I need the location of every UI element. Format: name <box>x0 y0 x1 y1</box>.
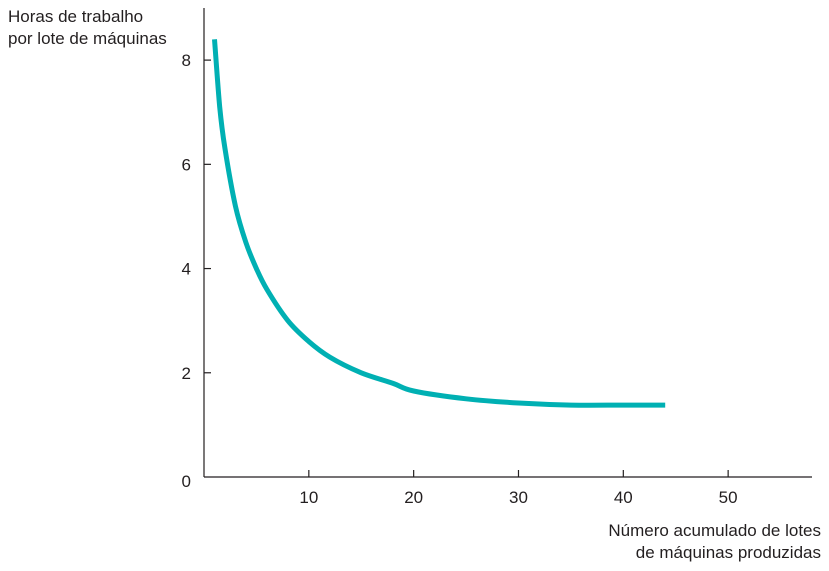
x-axis-label: Número acumulado de lotes de máquinas pr… <box>608 520 821 564</box>
x-tick-label: 10 <box>299 488 318 507</box>
y-tick-label: 4 <box>182 260 191 279</box>
series-group <box>212 39 666 408</box>
y-tick-label: 0 <box>182 472 191 491</box>
y-tick-label: 8 <box>182 51 191 70</box>
y-tick-label: 6 <box>182 155 191 174</box>
tick-labels: 0 2 4 6 8 10 20 30 40 50 <box>182 51 738 507</box>
x-tick-label: 50 <box>719 488 738 507</box>
y-axis-label-line-1: Horas de trabalho <box>8 7 144 26</box>
x-tick-label: 30 <box>509 488 528 507</box>
y-axis-label: Horas de trabalho por lote de máquinas <box>8 6 167 50</box>
y-axis-label-line-2: por lote de máquinas <box>8 29 167 48</box>
axes <box>203 8 812 478</box>
x-tick-label: 40 <box>614 488 633 507</box>
x-axis-label-line-2: de máquinas produzidas <box>635 543 821 562</box>
y-tick-label: 2 <box>182 364 191 383</box>
x-tick-label: 20 <box>404 488 423 507</box>
learning-curve-line <box>212 39 666 408</box>
x-axis-label-line-1: Número acumulado de lotes <box>608 521 821 540</box>
